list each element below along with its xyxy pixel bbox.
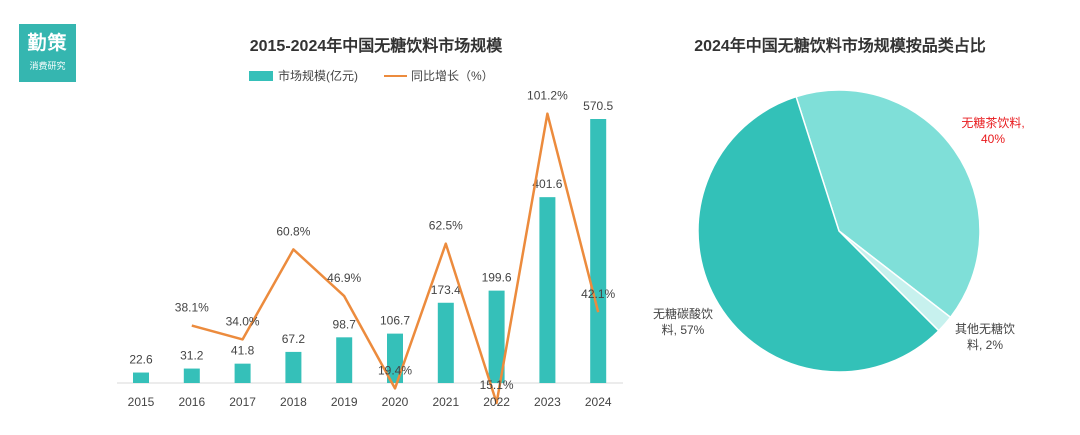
bar-2018 bbox=[285, 351, 302, 383]
bar-2015 bbox=[133, 372, 149, 383]
pie-labels: 无糖茶饮料, 40% 其他无糖饮 料, 2% 无糖碳酸饮 料, 57% bbox=[653, 115, 1025, 352]
x-tick-2022: 2022 bbox=[483, 395, 510, 409]
bar-label-2024: 570.5 bbox=[583, 99, 613, 113]
bar-value-labels: 22.6 31.2 41.8 67.2 98.7 106.7 173.4 199.6 401.6… bbox=[129, 99, 613, 367]
pie-label-tea-line2: 40% bbox=[981, 132, 1005, 146]
bar-2023 bbox=[539, 197, 556, 383]
brand-logo: 勤策 消费研究 bbox=[19, 24, 76, 82]
x-tick-2018: 2018 bbox=[280, 395, 307, 409]
bar-label-2020: 106.7 bbox=[380, 314, 410, 328]
growth-label-2017: 34.0% bbox=[226, 314, 260, 328]
bar-label-2021: 173.4 bbox=[431, 283, 461, 297]
bar-label-2022: 199.6 bbox=[482, 271, 512, 285]
pie-label-tea-line1: 无糖茶饮料, bbox=[961, 115, 1024, 130]
legend-bar-swatch bbox=[249, 71, 273, 81]
pie-label-other-line2: 料, 2% bbox=[967, 338, 1003, 352]
x-tick-2023: 2023 bbox=[534, 395, 561, 409]
bar-label-2019: 98.7 bbox=[333, 317, 357, 331]
logo-main-text: 勤策 bbox=[27, 33, 68, 54]
pie-label-carbonated-line2: 料, 57% bbox=[662, 323, 705, 337]
growth-line bbox=[191, 112, 600, 405]
x-tick-2020: 2020 bbox=[382, 395, 409, 409]
growth-label-2019: 46.9% bbox=[327, 271, 361, 285]
bar-chart-title: 2015-2024年中国无糖饮料市场规模 bbox=[250, 36, 504, 55]
bar-2016 bbox=[183, 368, 200, 383]
bar-label-2017: 41.8 bbox=[231, 344, 255, 358]
bar-label-2018: 67.2 bbox=[282, 332, 306, 346]
bar-2021 bbox=[437, 302, 454, 383]
pie-slices bbox=[697, 89, 981, 373]
bar-label-2015: 22.6 bbox=[129, 353, 153, 367]
bar-label-2016: 31.2 bbox=[180, 349, 204, 363]
growth-label-2021: 62.5% bbox=[429, 219, 463, 233]
x-tick-2021: 2021 bbox=[432, 395, 459, 409]
growth-label-2022: 15.1% bbox=[480, 378, 514, 392]
x-tick-2016: 2016 bbox=[178, 395, 205, 409]
bar-2017 bbox=[234, 363, 251, 383]
growth-label-2018: 60.8% bbox=[276, 224, 310, 238]
x-tick-2017: 2017 bbox=[229, 395, 256, 409]
pie-label-other-line1: 其他无糖饮 bbox=[955, 321, 1015, 336]
growth-label-2024: 42.1% bbox=[581, 287, 615, 301]
logo-sub-text: 消费研究 bbox=[29, 61, 66, 71]
bar-label-2023: 401.6 bbox=[532, 177, 562, 191]
x-tick-2015: 2015 bbox=[128, 395, 155, 409]
x-tick-2024: 2024 bbox=[585, 395, 612, 409]
pie-label-carbonated-line1: 无糖碳酸饮 bbox=[653, 306, 713, 321]
pie-slice-tea bbox=[795, 89, 981, 319]
growth-label-2016: 38.1% bbox=[175, 301, 209, 315]
growth-label-2023: 101.2% bbox=[527, 89, 568, 103]
legend-line-label: 同比增长（%） bbox=[411, 69, 494, 83]
pie-chart-title: 2024年中国无糖饮料市场规模按品类占比 bbox=[694, 36, 986, 55]
growth-label-2020: 19.4% bbox=[378, 363, 412, 377]
x-tick-labels: 2015 2016 2017 2018 2019 2020 2021 2022 2023 2024 bbox=[128, 395, 612, 409]
x-tick-2019: 2019 bbox=[331, 395, 358, 409]
legend-bar-label: 市场规模(亿元) bbox=[278, 68, 358, 83]
bar-series bbox=[133, 119, 607, 383]
growth-value-labels: 38.1% 34.0% 60.8% 46.9% 19.4% 62.5% 15.1% 101.2… bbox=[175, 89, 616, 392]
bar-chart-legend: 市场规模(亿元) 同比增长（%） bbox=[249, 68, 494, 83]
bar-2019 bbox=[336, 337, 353, 383]
pie-slice-carbonated bbox=[697, 95, 940, 373]
bar-2022 bbox=[488, 290, 505, 383]
bar-2020 bbox=[387, 333, 403, 383]
bar-2024 bbox=[590, 119, 607, 383]
